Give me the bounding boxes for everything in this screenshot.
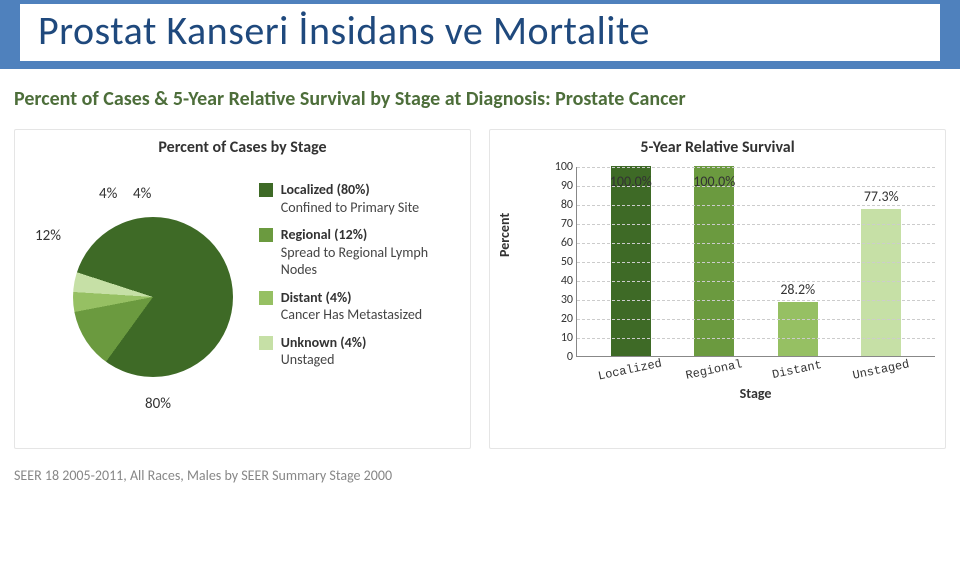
- title-banner: Prostat Kanseri İnsidans ve Mortalite: [0, 0, 960, 69]
- gridline: [577, 224, 935, 225]
- legend-sub: Spread to Regional Lymph Nodes: [281, 244, 460, 279]
- legend-text: Unknown (4%)Unstaged: [281, 334, 367, 369]
- gridline: [577, 281, 935, 282]
- bar-slot: 100.0%: [601, 166, 661, 356]
- pie-area: 80% 12% 4% 4%: [25, 177, 247, 427]
- ytick: 90: [547, 179, 573, 193]
- bar-panel: 5-Year Relative Survival Percent 100.0% 1…: [489, 129, 946, 449]
- legend-head: Regional (12%): [281, 226, 460, 244]
- bar-value-label: 100.0%: [693, 173, 735, 190]
- gridline: [577, 186, 935, 187]
- legend-head: Localized (80%): [281, 181, 419, 199]
- content-area: Percent of Cases & 5-Year Relative Survi…: [0, 69, 960, 484]
- subtitle: Percent of Cases & 5-Year Relative Survi…: [14, 87, 946, 111]
- x-label: Unstaged: [845, 356, 916, 384]
- pie-callout-unknown: 4%: [133, 185, 151, 203]
- gridline: [577, 300, 935, 301]
- ytick: 60: [547, 236, 573, 250]
- legend-swatch: [259, 336, 273, 350]
- y-axis-label: Percent: [496, 213, 513, 257]
- ytick: 80: [547, 198, 573, 212]
- bar: [778, 302, 818, 356]
- legend-sub: Confined to Primary Site: [281, 199, 419, 217]
- legend-item-regional: Regional (12%)Spread to Regional Lymph N…: [259, 226, 460, 279]
- legend-text: Distant (4%)Cancer Has Metastasized: [281, 289, 422, 324]
- bar: [861, 209, 901, 356]
- bar-slot: 28.2%: [768, 302, 828, 356]
- bar-slot: 100.0%: [684, 166, 744, 356]
- pie-callout-localized: 80%: [145, 395, 171, 413]
- ytick: 50: [547, 255, 573, 269]
- x-label: Localized: [594, 356, 665, 384]
- bar-body: Percent 100.0%100.0%28.2%77.3% 010203040…: [500, 167, 935, 397]
- bar: [611, 166, 651, 356]
- legend-item-distant: Distant (4%)Cancer Has Metastasized: [259, 289, 460, 324]
- legend-head: Unknown (4%): [281, 334, 367, 352]
- bar-value-label: 77.3%: [864, 188, 899, 205]
- legend-swatch: [259, 228, 273, 242]
- x-axis-title: Stage: [576, 385, 935, 402]
- gridline: [577, 205, 935, 206]
- bar-title: 5-Year Relative Survival: [500, 138, 935, 157]
- legend-text: Regional (12%)Spread to Regional Lymph N…: [281, 226, 460, 279]
- legend-sub: Cancer Has Metastasized: [281, 306, 422, 324]
- x-labels: LocalizedRegionalDistantUnstaged: [576, 357, 935, 377]
- bar-slot: 77.3%: [851, 209, 911, 356]
- bar: [694, 166, 734, 356]
- ytick: 40: [547, 274, 573, 288]
- legend-swatch: [259, 183, 273, 197]
- legend-item-localized: Localized (80%)Confined to Primary Site: [259, 181, 460, 216]
- ytick: 70: [547, 217, 573, 231]
- bar-value-label: 28.2%: [780, 281, 815, 298]
- ytick: 100: [547, 160, 573, 174]
- pie-panel: Percent of Cases by Stage 80% 12% 4% 4% Loc…: [14, 129, 471, 449]
- pie-graphic: [73, 217, 233, 377]
- pie-callout-regional: 12%: [35, 227, 61, 245]
- gridline: [577, 262, 935, 263]
- legend-sub: Unstaged: [281, 351, 367, 369]
- gridline: [577, 338, 935, 339]
- ytick: 0: [547, 350, 573, 364]
- ytick: 10: [547, 331, 573, 345]
- page-title: Prostat Kanseri İnsidans ve Mortalite: [20, 4, 940, 61]
- x-label: Regional: [678, 356, 749, 384]
- pie-legend: Localized (80%)Confined to Primary Site R…: [259, 181, 460, 369]
- legend-text: Localized (80%)Confined to Primary Site: [281, 181, 419, 216]
- legend-item-unknown: Unknown (4%)Unstaged: [259, 334, 460, 369]
- pie-body: 80% 12% 4% 4% Localized (80%)Confined to Pr…: [25, 167, 460, 427]
- bar-value-label: 100.0%: [610, 173, 652, 190]
- gridline: [577, 319, 935, 320]
- pie-callout-distant: 4%: [99, 185, 117, 203]
- bar-plot: 100.0%100.0%28.2%77.3% 01020304050607080…: [576, 167, 935, 357]
- chart-panels: Percent of Cases by Stage 80% 12% 4% 4% Loc…: [14, 129, 946, 449]
- ytick: 20: [547, 312, 573, 326]
- gridline: [577, 243, 935, 244]
- legend-head: Distant (4%): [281, 289, 422, 307]
- footer-note: SEER 18 2005-2011, All Races, Males by S…: [14, 467, 946, 484]
- gridline: [577, 167, 935, 168]
- ytick: 30: [547, 293, 573, 307]
- legend-swatch: [259, 291, 273, 305]
- x-label: Distant: [762, 356, 833, 384]
- pie-title: Percent of Cases by Stage: [25, 138, 460, 157]
